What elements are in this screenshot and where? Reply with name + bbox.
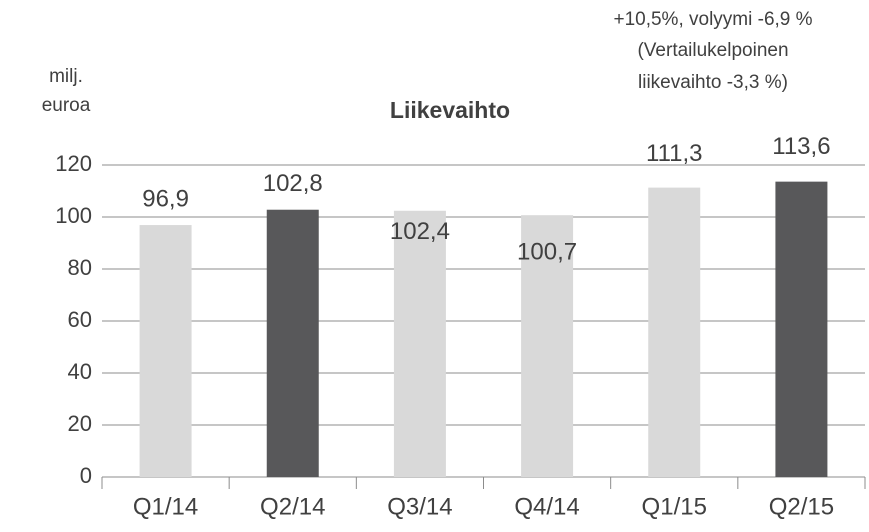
y-tick-label: 120 <box>55 151 92 176</box>
x-tick-label: Q2/15 <box>769 493 834 520</box>
bar <box>521 215 574 477</box>
data-label: 102,8 <box>263 170 323 197</box>
x-tick-label: Q2/14 <box>260 493 325 520</box>
y-axis-label: milj. <box>49 66 83 87</box>
data-label: 111,3 <box>646 140 703 167</box>
y-tick-label: 100 <box>55 203 92 228</box>
y-tick-label: 40 <box>68 359 92 384</box>
y-tick-label: 80 <box>68 255 92 280</box>
annotation: liikevaihto -3,3 %) <box>638 72 788 93</box>
data-label: 100,7 <box>517 239 577 266</box>
chart-title: Liikevaihto <box>390 97 510 123</box>
y-tick-label: 0 <box>80 463 92 488</box>
data-label: 96,9 <box>142 185 189 212</box>
annotation: +10,5%, volyymi -6,9 % <box>613 9 812 30</box>
x-tick-label: Q4/14 <box>514 493 579 520</box>
data-label: 113,6 <box>772 133 830 160</box>
x-tick-label: Q3/14 <box>387 493 452 520</box>
annotation: (Vertailukelpoinen <box>637 40 788 61</box>
bar <box>139 225 192 477</box>
x-tick-label: Q1/15 <box>642 493 707 520</box>
y-tick-label: 20 <box>68 411 92 436</box>
bar <box>648 187 701 477</box>
data-label: 102,4 <box>390 218 450 245</box>
y-axis-label: euroa <box>42 95 91 116</box>
bar <box>775 181 828 477</box>
y-tick-label: 60 <box>68 307 92 332</box>
bar <box>266 209 319 477</box>
x-tick-label: Q1/14 <box>133 493 198 520</box>
bar <box>393 210 446 477</box>
